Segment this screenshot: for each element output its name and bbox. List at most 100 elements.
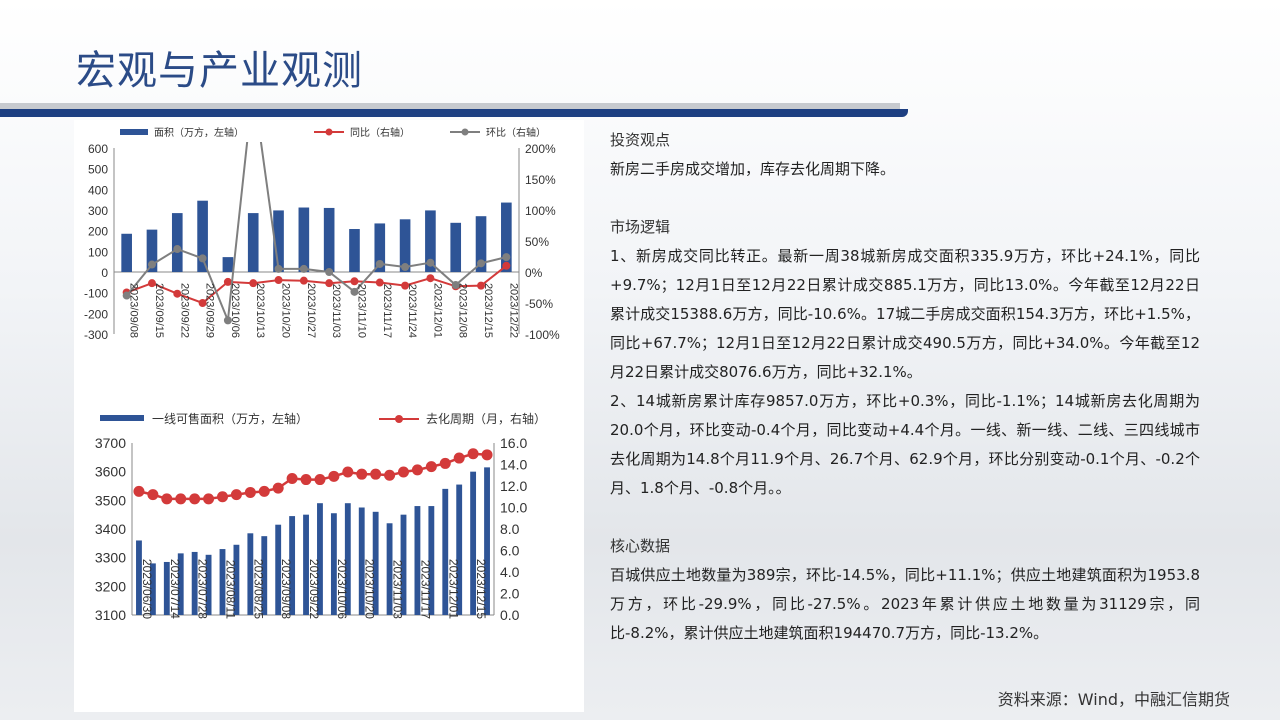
x-tick-label: 2023/12/15 xyxy=(474,559,488,619)
series-point xyxy=(411,464,423,476)
series-point xyxy=(356,468,368,480)
right-tick-label: 100% xyxy=(525,204,556,218)
chart2-svg: 一线可售面积（万方，左轴） 去化周期（月，右轴） 3700 3600 3500 3400 3… xyxy=(95,411,546,623)
right-tick-label: -50% xyxy=(525,297,553,311)
legend-swatch-point xyxy=(395,415,403,423)
series-point xyxy=(375,278,384,287)
heading-market-logic: 市场逻辑 xyxy=(610,218,671,236)
right-tick-label: 12.0 xyxy=(500,478,527,494)
x-tick-label: 2023/12/08 xyxy=(457,283,469,338)
series-point xyxy=(401,281,410,290)
series-point xyxy=(300,474,312,486)
bar xyxy=(275,524,282,615)
right-tick-label: 8.0 xyxy=(500,521,520,537)
series-point xyxy=(467,448,479,460)
bar xyxy=(456,484,463,615)
spacer xyxy=(610,503,1200,532)
bar xyxy=(273,210,284,272)
series-point xyxy=(384,469,396,481)
series-point xyxy=(453,452,465,464)
series-point xyxy=(173,289,182,298)
bar xyxy=(358,507,365,615)
series-point xyxy=(325,279,334,288)
left-tick-label: 400 xyxy=(88,183,108,197)
bar xyxy=(222,257,234,272)
series-point xyxy=(299,264,308,273)
x-tick-label: 2023/10/20 xyxy=(363,559,377,619)
bar xyxy=(197,200,208,272)
bar xyxy=(261,536,268,615)
heading-investment-view: 投资观点 xyxy=(610,131,671,149)
bar xyxy=(372,511,379,615)
x-tick-label: 2023/09/22 xyxy=(307,559,321,619)
series-point xyxy=(223,316,232,325)
para-market-logic-1: 1、新房成交同比转正。最新一周38城新房成交面积335.9万方，环比+24.1%… xyxy=(610,247,1200,381)
bar xyxy=(298,207,310,272)
series-point xyxy=(133,485,145,497)
series-point xyxy=(203,493,215,505)
bar xyxy=(149,563,156,615)
series-point xyxy=(370,468,382,480)
bar xyxy=(205,554,212,615)
series-point xyxy=(477,259,486,268)
series-point xyxy=(328,470,340,482)
series-point xyxy=(425,461,437,473)
series-point xyxy=(258,485,270,497)
right-tick-label: 10.0 xyxy=(500,500,527,516)
series-point xyxy=(217,491,228,503)
bar xyxy=(191,551,198,615)
bar xyxy=(289,516,296,615)
legend-label: 环比（右轴） xyxy=(486,126,546,139)
x-tick-label: 2023/07/28 xyxy=(196,559,210,619)
series-point xyxy=(249,279,258,288)
right-tick-label: 150% xyxy=(525,173,556,187)
x-tick-label: 2023/10/20 xyxy=(280,283,292,338)
left-tick-label: -300 xyxy=(84,328,108,342)
legend-swatch-bar xyxy=(100,415,144,421)
series-point xyxy=(426,258,435,267)
bar xyxy=(121,233,132,272)
series-point xyxy=(198,299,207,307)
right-tick-label: 6.0 xyxy=(500,543,520,559)
bar xyxy=(233,544,240,615)
bar xyxy=(247,533,254,615)
left-tick-label: 100 xyxy=(88,245,108,259)
left-tick-label: 3400 xyxy=(95,521,126,537)
right-tick-label: 4.0 xyxy=(500,564,520,580)
series-line xyxy=(138,452,488,501)
left-tick-label: 0 xyxy=(101,266,108,280)
right-tick-label: -100% xyxy=(525,328,560,342)
legend-label: 一线可售面积（万方，左轴） xyxy=(152,411,308,426)
chart1-svg: 面积（万方，左轴） 同比（右轴） 环比（右轴） 600 500 400 300 200 100 0… xyxy=(84,126,560,342)
bar xyxy=(349,229,360,272)
series-point xyxy=(223,277,232,286)
left-tick-label: 3500 xyxy=(95,492,126,508)
slide-title: 宏观与产业观测 xyxy=(76,48,363,94)
para-market-logic-2: 2、14城新房累计库存9857.0万方，环比+0.3%，同比-1.1%；14城新… xyxy=(610,392,1200,497)
series-line xyxy=(125,142,507,321)
x-tick-label: 2023/09/08 xyxy=(128,283,140,338)
bar xyxy=(386,523,393,615)
bar xyxy=(136,540,142,615)
title-underline-gray xyxy=(0,103,900,109)
bar xyxy=(330,513,337,615)
right-tick-label: 2.0 xyxy=(500,586,520,602)
series-line xyxy=(126,265,507,305)
series-point xyxy=(314,474,326,486)
x-tick-label: 2023/11/03 xyxy=(391,560,405,619)
x-tick-label: 2023/08/25 xyxy=(251,559,265,619)
series-point xyxy=(451,281,460,290)
para-investment-view: 新房二手房成交增加，库存去化周期下降。 xyxy=(610,160,896,178)
series-point xyxy=(342,466,354,478)
bar xyxy=(219,549,226,615)
series-point xyxy=(477,281,486,290)
series-point xyxy=(147,279,156,288)
bar xyxy=(146,229,158,272)
spacer xyxy=(610,184,1200,213)
series-point xyxy=(189,493,201,505)
series-point xyxy=(439,457,451,469)
series-point xyxy=(286,472,298,484)
series-point xyxy=(325,268,334,276)
series-point xyxy=(147,260,156,269)
para-core-data: 百城供应土地数量为389宗，环比-14.5%，同比+11.1%；供应土地建筑面积… xyxy=(610,566,1200,642)
